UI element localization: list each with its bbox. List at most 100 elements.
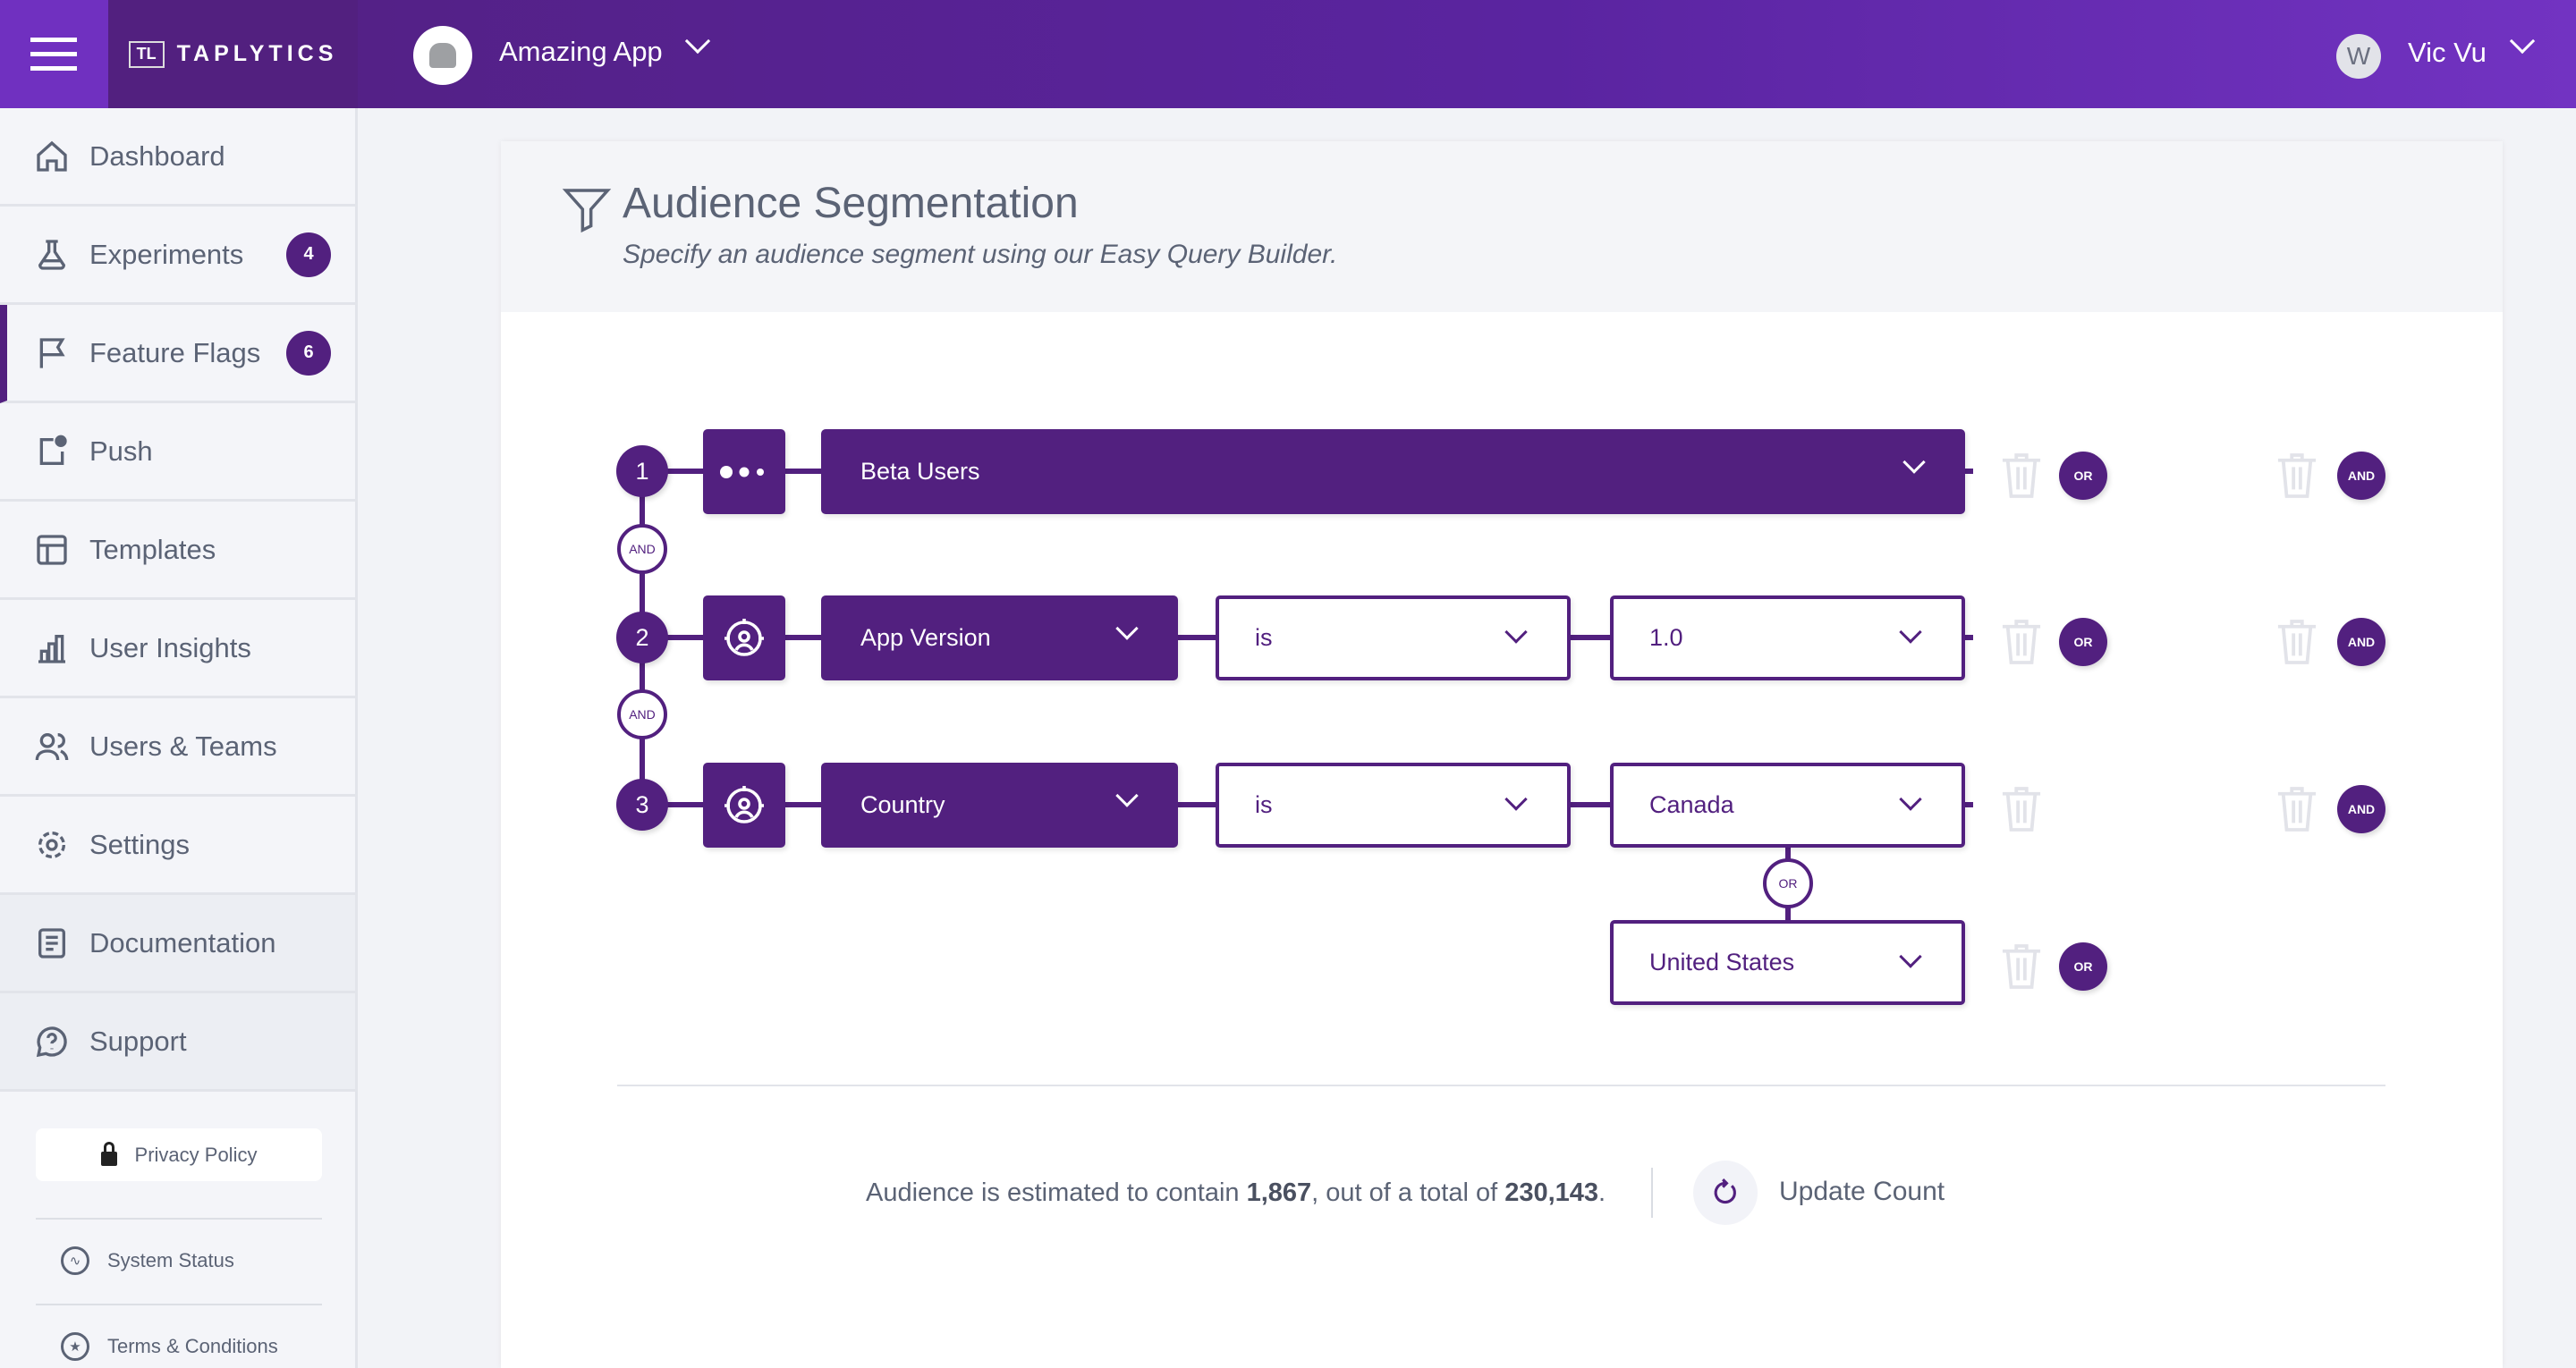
count-badge: 6 — [286, 330, 331, 376]
user-menu[interactable]: Vic Vu — [2408, 37, 2487, 68]
value-dropdown-or[interactable]: United States — [1610, 920, 1965, 1005]
system-status-link[interactable]: ∿ System Status — [61, 1246, 234, 1275]
flask-icon — [32, 235, 72, 274]
menu-icon[interactable] — [0, 0, 108, 108]
gear-icon — [32, 825, 72, 865]
sidebar-item-label: Push — [89, 435, 153, 467]
chevron-down-icon — [1504, 788, 1528, 811]
sidebar-item-label: Templates — [89, 533, 216, 565]
sidebar-item-user-insights[interactable]: User Insights — [0, 600, 355, 698]
sidebar-item-label: User Insights — [89, 631, 251, 663]
flag-icon — [32, 334, 72, 373]
dropdown-value: App Version — [860, 624, 991, 651]
and-connector[interactable]: AND — [617, 689, 667, 739]
rule-number: 3 — [616, 779, 668, 831]
chevron-down-icon — [1899, 788, 1922, 811]
sidebar-item-experiments[interactable]: Experiments 4 — [0, 207, 355, 305]
trash-icon[interactable] — [2001, 617, 2042, 667]
trash-icon[interactable] — [2001, 451, 2042, 501]
sidebar-item-documentation[interactable]: Documentation — [0, 895, 355, 993]
rule-type-button[interactable] — [703, 763, 785, 848]
app-avatar[interactable] — [413, 26, 472, 85]
total-count: 230,143 — [1504, 1178, 1599, 1207]
dropdown-value: United States — [1649, 949, 1795, 975]
logo-mark: TL — [128, 40, 165, 68]
sidebar-item-label: Experiments — [89, 238, 244, 270]
trash-icon[interactable] — [2001, 942, 2042, 992]
terms-label: Terms & Conditions — [107, 1335, 278, 1357]
segment-dropdown[interactable]: Beta Users — [821, 429, 1965, 514]
value-dropdown[interactable]: Canada — [1610, 763, 1965, 848]
sidebar-item-label: Settings — [89, 828, 191, 860]
field-dropdown[interactable]: Country — [821, 763, 1178, 848]
rule-options-button[interactable] — [703, 429, 785, 514]
divider — [36, 1304, 322, 1305]
sidebar-item-feature-flags[interactable]: Feature Flags 6 — [0, 305, 355, 403]
estimated-count: 1,867 — [1246, 1178, 1312, 1207]
operator-dropdown[interactable]: is — [1216, 763, 1571, 848]
more-dots-icon — [720, 465, 764, 478]
dropdown-value: is — [1255, 624, 1273, 651]
rule-type-button[interactable] — [703, 595, 785, 680]
user-avatar[interactable]: W — [2336, 34, 2381, 79]
add-and-button[interactable]: AND — [2337, 618, 2385, 666]
add-and-button[interactable]: AND — [2337, 785, 2385, 833]
top-bar — [0, 0, 2576, 108]
sidebar-item-users-teams[interactable]: Users & Teams — [0, 698, 355, 797]
divider — [36, 1218, 322, 1220]
value-dropdown[interactable]: 1.0 — [1610, 595, 1965, 680]
sidebar-item-label: Users & Teams — [89, 730, 277, 762]
chevron-down-icon — [1504, 621, 1528, 644]
user-target-icon — [724, 618, 764, 656]
dropdown-value: 1.0 — [1649, 624, 1683, 651]
help-icon — [32, 1022, 72, 1061]
count-badge: 4 — [286, 232, 331, 277]
document-icon — [32, 924, 72, 963]
lock-icon — [100, 1141, 117, 1166]
chevron-down-icon — [1899, 621, 1922, 644]
home-icon — [32, 137, 72, 176]
trash-icon[interactable] — [2276, 784, 2318, 834]
trash-icon[interactable] — [2001, 784, 2042, 834]
sidebar-item-dashboard[interactable]: Dashboard — [0, 108, 355, 207]
taplytics-logo[interactable]: TL TAPLYTICS — [108, 0, 358, 108]
dropdown-value: Country — [860, 791, 945, 818]
sidebar-item-templates[interactable]: Templates — [0, 502, 355, 600]
operator-dropdown[interactable]: is — [1216, 595, 1571, 680]
dropdown-value: Canada — [1649, 791, 1734, 818]
dropdown-value: Beta Users — [860, 458, 980, 485]
dropdown-value: is — [1255, 791, 1273, 818]
add-and-button[interactable]: AND — [2337, 452, 2385, 500]
count-suffix: . — [1598, 1178, 1606, 1207]
users-icon — [32, 727, 72, 766]
card-header — [501, 141, 2503, 312]
trash-icon[interactable] — [2276, 617, 2318, 667]
sidebar-item-label: Dashboard — [89, 139, 225, 172]
add-or-button[interactable]: OR — [2059, 452, 2107, 500]
page-title: Audience Segmentation — [623, 180, 1079, 227]
field-dropdown[interactable]: App Version — [821, 595, 1178, 680]
update-count-button[interactable]: Update Count — [1779, 1177, 1945, 1206]
pulse-icon: ∿ — [61, 1246, 89, 1275]
count-prefix: Audience is estimated to contain — [866, 1178, 1247, 1207]
chevron-down-icon — [1115, 784, 1139, 807]
refresh-button[interactable] — [1693, 1161, 1758, 1225]
sidebar-item-push[interactable]: Push — [0, 403, 355, 502]
audience-segmentation-card: Audience Segmentation Specify an audienc… — [501, 141, 2503, 1368]
privacy-policy-button[interactable]: Privacy Policy — [36, 1128, 322, 1181]
user-target-icon — [724, 785, 764, 823]
and-connector[interactable]: AND — [617, 524, 667, 574]
funnel-icon — [562, 189, 612, 233]
vertical-divider — [1651, 1168, 1653, 1218]
count-middle: , out of a total of — [1311, 1178, 1505, 1207]
sidebar-item-support[interactable]: Support — [0, 993, 355, 1092]
add-or-button[interactable]: OR — [2059, 942, 2107, 991]
sidebar-item-settings[interactable]: Settings — [0, 797, 355, 895]
trash-icon[interactable] — [2276, 451, 2318, 501]
app-selector[interactable]: Amazing App — [499, 36, 663, 67]
push-icon — [32, 432, 72, 471]
add-or-button[interactable]: OR — [2059, 618, 2107, 666]
terms-link[interactable]: ★ Terms & Conditions — [61, 1332, 278, 1361]
audience-count-text: Audience is estimated to contain 1,867, … — [866, 1178, 1606, 1208]
or-connector[interactable]: OR — [1763, 858, 1813, 908]
